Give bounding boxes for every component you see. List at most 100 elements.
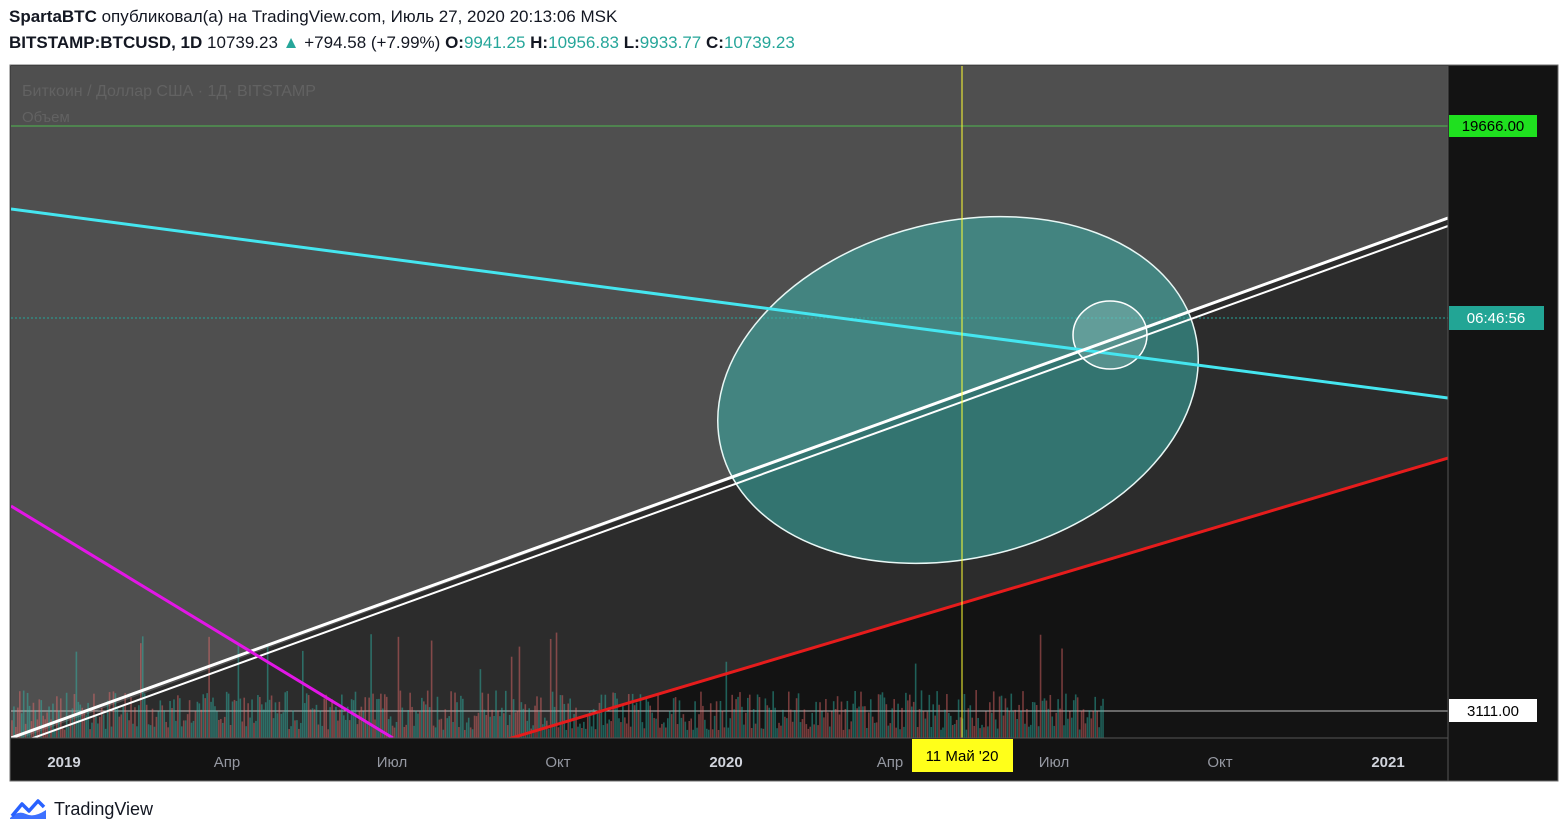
volume-bar: [124, 693, 126, 738]
volume-bar: [206, 693, 208, 738]
volume-bar: [208, 636, 210, 738]
volume-bar: [741, 706, 743, 738]
volume-bar: [542, 724, 544, 738]
volume-bar: [58, 710, 60, 738]
close-label: C:: [705, 33, 724, 52]
volume-bar: [157, 711, 160, 738]
volume-bar: [624, 717, 626, 738]
volume-bar: [24, 723, 27, 738]
volume-bar: [577, 726, 579, 738]
volume-bar: [1012, 711, 1015, 738]
volume-bar: [745, 712, 747, 738]
volume-bar: [432, 725, 435, 738]
trendline-magenta[interactable]: [11, 504, 394, 738]
volume-bar: [479, 669, 482, 738]
volume-bar: [801, 719, 804, 738]
volume-bar: [34, 710, 37, 738]
highlight-ellipse[interactable]: [681, 168, 1236, 612]
volume-bar: [1063, 725, 1065, 738]
volume-bar: [159, 700, 162, 738]
volume-bar: [649, 705, 652, 738]
volume-bar: [604, 694, 607, 738]
volume-bar: [1008, 710, 1011, 738]
volume-bar: [456, 702, 458, 738]
label-3111: 3111.00: [1449, 699, 1537, 722]
volume-bar: [38, 699, 41, 738]
volume-bar: [901, 707, 903, 738]
trendline-cyan[interactable]: [11, 207, 1448, 400]
volume-bar: [1067, 718, 1069, 738]
volume-bar: [382, 708, 384, 738]
volume-bar: [1092, 710, 1095, 738]
volume-bar: [702, 705, 704, 738]
volume-bar: [614, 692, 616, 738]
volume-bar: [317, 724, 320, 738]
volume-bar: [110, 726, 113, 738]
volume-bar: [40, 700, 43, 738]
volume-bar: [389, 716, 392, 738]
volume-bar: [192, 720, 195, 738]
volume-bar: [106, 700, 109, 738]
volume-bar: [313, 709, 316, 738]
volume-bar: [114, 693, 117, 738]
volume-bar: [809, 726, 812, 738]
volume-bar: [821, 711, 823, 738]
volume-bar: [280, 713, 283, 738]
volume-bar: [1096, 711, 1098, 738]
volume-bar: [65, 692, 68, 738]
volume-bar: [200, 709, 203, 738]
price-change: +794.58 (+7.99%): [304, 33, 441, 52]
volume-bar: [622, 704, 624, 738]
volume-bar: [573, 714, 575, 738]
volume-bar: [465, 722, 468, 738]
volume-bar: [975, 690, 977, 738]
volume-bar: [59, 698, 62, 738]
volume-bar: [167, 727, 169, 738]
focus-circle[interactable]: [1072, 300, 1148, 370]
volume-bar: [1041, 700, 1044, 738]
volume-bar: [28, 705, 31, 738]
volume-bar: [914, 663, 917, 738]
volume-bar: [149, 725, 152, 738]
volume-bar: [212, 697, 214, 738]
volume-bar: [249, 717, 251, 738]
volume-bar: [319, 710, 322, 738]
volume-bar: [620, 722, 622, 738]
volume-bar: [965, 729, 968, 738]
volume-bar: [897, 703, 899, 738]
volume-bar: [153, 726, 156, 738]
volume-bar: [994, 719, 997, 738]
author-name[interactable]: SpartaBTC: [9, 7, 97, 26]
volume-bar: [1026, 708, 1028, 738]
volume-bar: [503, 713, 505, 738]
volume-bar: [126, 712, 128, 738]
volume-bar: [413, 725, 415, 738]
volume-bar: [676, 724, 679, 738]
volume-bar: [784, 716, 786, 738]
volume-bar: [438, 719, 441, 738]
volume-bar: [715, 701, 718, 738]
volume-bar: [553, 706, 556, 738]
volume-bar: [787, 691, 790, 738]
volume-bar: [231, 701, 234, 738]
volume-bar: [301, 650, 304, 738]
trendline-white-parallel[interactable]: [11, 225, 1448, 746]
volume-bar: [368, 697, 370, 738]
time-tick-label: Июл: [377, 754, 407, 771]
volume-bar: [743, 724, 745, 738]
tradingview-footer[interactable]: TradingView: [8, 795, 153, 823]
volume-bar: [879, 694, 882, 738]
volume-bar: [1049, 694, 1052, 738]
symbol-info: BITSTAMP:BTCUSD, 1D 10739.23 ▲ +794.58 (…: [9, 33, 795, 53]
volume-bar: [237, 644, 240, 738]
volume-bar: [561, 695, 564, 738]
time-tick-label: Апр: [877, 754, 903, 771]
volume-bar: [694, 701, 696, 738]
volume-bar: [261, 704, 263, 738]
volume-bar: [311, 708, 314, 738]
volume-bar: [112, 691, 115, 738]
time-axis[interactable]: 2019 Апр Июл Окт 2020 Апр Июл Окт 2021: [47, 754, 1404, 771]
trendline-red[interactable]: [498, 456, 1448, 742]
volume-bar: [522, 708, 525, 738]
